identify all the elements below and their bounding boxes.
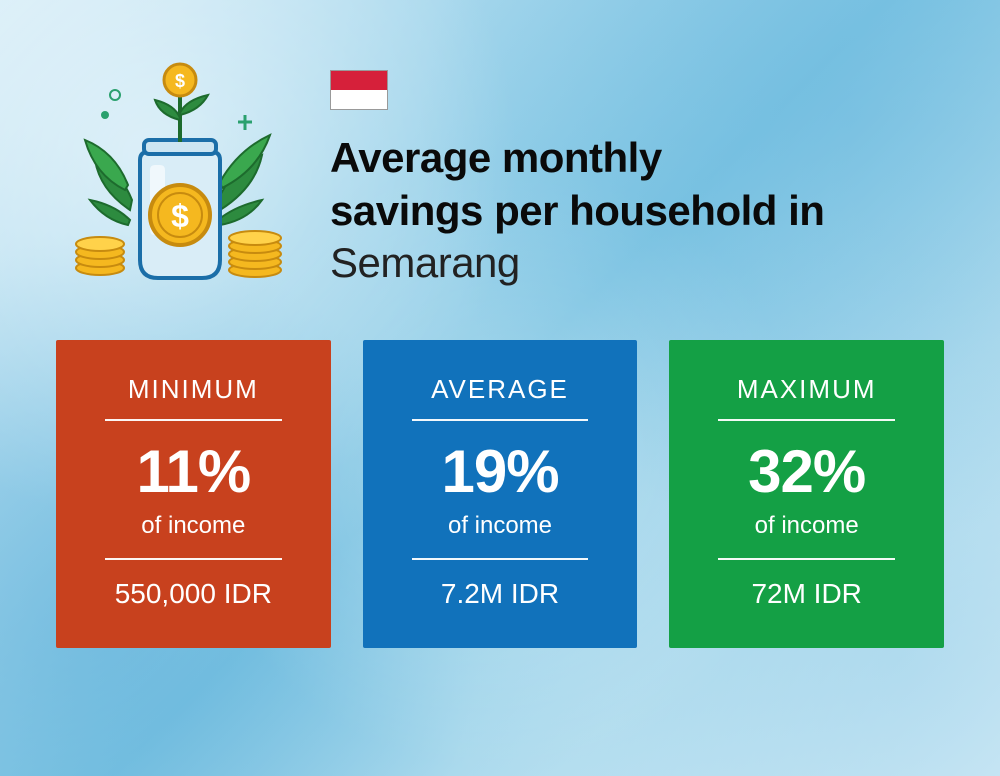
sparkle-icon — [238, 115, 252, 130]
card-percent: 32% — [693, 437, 920, 506]
card-percent: 19% — [387, 437, 614, 506]
top-coin-icon: $ — [164, 64, 196, 96]
sparkle-icon — [101, 111, 109, 119]
title-line2: savings per household in — [330, 187, 824, 234]
card-sub: of income — [80, 512, 307, 540]
coin-stack-right-icon — [229, 231, 281, 277]
card-minimum: MINIMUM 11% of income 550,000 IDR — [56, 340, 331, 648]
divider — [412, 558, 589, 560]
leaves-left-icon — [85, 140, 132, 225]
coin-stack-left-icon — [76, 237, 124, 275]
card-sub: of income — [387, 512, 614, 540]
flag-icon — [330, 70, 388, 110]
card-sub: of income — [693, 512, 920, 540]
header: $ $ Average monthly savings per househol — [0, 0, 1000, 310]
flag-bottom — [331, 90, 387, 109]
card-average: AVERAGE 19% of income 7.2M IDR — [363, 340, 638, 648]
divider — [105, 558, 282, 560]
sparkle-icon — [110, 90, 120, 100]
savings-jar-illustration: $ $ — [60, 60, 290, 290]
leaves-right-icon — [218, 135, 270, 225]
card-label: MAXIMUM — [693, 374, 920, 405]
divider — [105, 419, 282, 421]
card-percent: 11% — [80, 437, 307, 506]
flag-top — [331, 71, 387, 90]
card-label: MINIMUM — [80, 374, 307, 405]
stat-cards: MINIMUM 11% of income 550,000 IDR AVERAG… — [0, 310, 1000, 648]
jar-coin-icon: $ — [150, 185, 210, 245]
card-amount: 72M IDR — [693, 578, 920, 610]
page-title: Average monthly savings per household in… — [330, 132, 940, 290]
divider — [718, 558, 895, 560]
card-label: AVERAGE — [387, 374, 614, 405]
svg-text:$: $ — [175, 71, 185, 91]
svg-text:$: $ — [171, 198, 189, 234]
title-line1: Average monthly — [330, 134, 662, 181]
title-city: Semarang — [330, 239, 520, 286]
title-block: Average monthly savings per household in… — [330, 60, 940, 290]
divider — [412, 419, 589, 421]
card-amount: 550,000 IDR — [80, 578, 307, 610]
card-maximum: MAXIMUM 32% of income 72M IDR — [669, 340, 944, 648]
divider — [718, 419, 895, 421]
card-amount: 7.2M IDR — [387, 578, 614, 610]
